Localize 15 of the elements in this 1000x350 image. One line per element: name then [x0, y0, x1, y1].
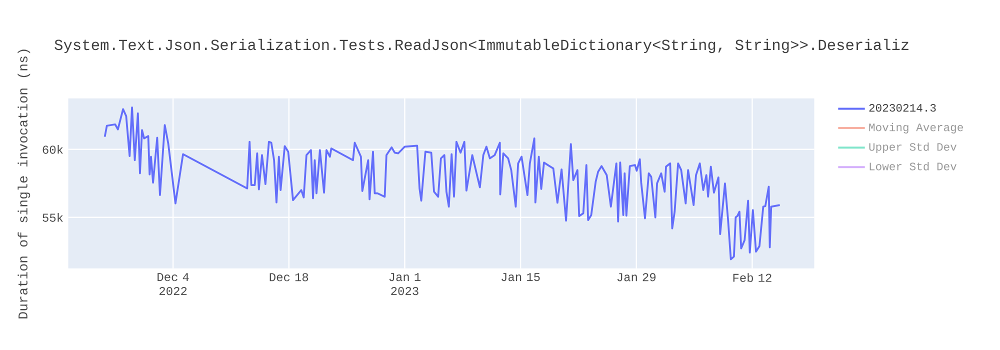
legend-label: Lower Std Dev — [870, 162, 957, 170]
x-tick-label: Jan 29 — [617, 273, 656, 282]
legend-label: 20230214.3 — [869, 104, 936, 112]
x-tick-label: Feb 12 — [733, 273, 772, 282]
y-tick-label: 55k — [42, 212, 63, 222]
y-axis-title: Duration of single invocation (ns) — [18, 50, 30, 318]
x-tick-label: Jan 15 — [502, 273, 540, 282]
chart-title: System.Text.Json.Serialization.Tests.ReadJson<ImmutableDictionary<String, String>>.Deserializ — [54, 38, 908, 54]
x-tick-label: Jan 1 2023 — [389, 273, 421, 296]
line-series — [104, 106, 781, 260]
x-tick-label: Dec 4 2022 — [158, 273, 189, 296]
x-tick-label: Dec 18 — [270, 273, 308, 282]
legend-label: Moving Average — [869, 122, 963, 134]
y-tick-label: 60k — [42, 144, 63, 154]
legend-label: Upper Std Dev — [869, 142, 957, 154]
